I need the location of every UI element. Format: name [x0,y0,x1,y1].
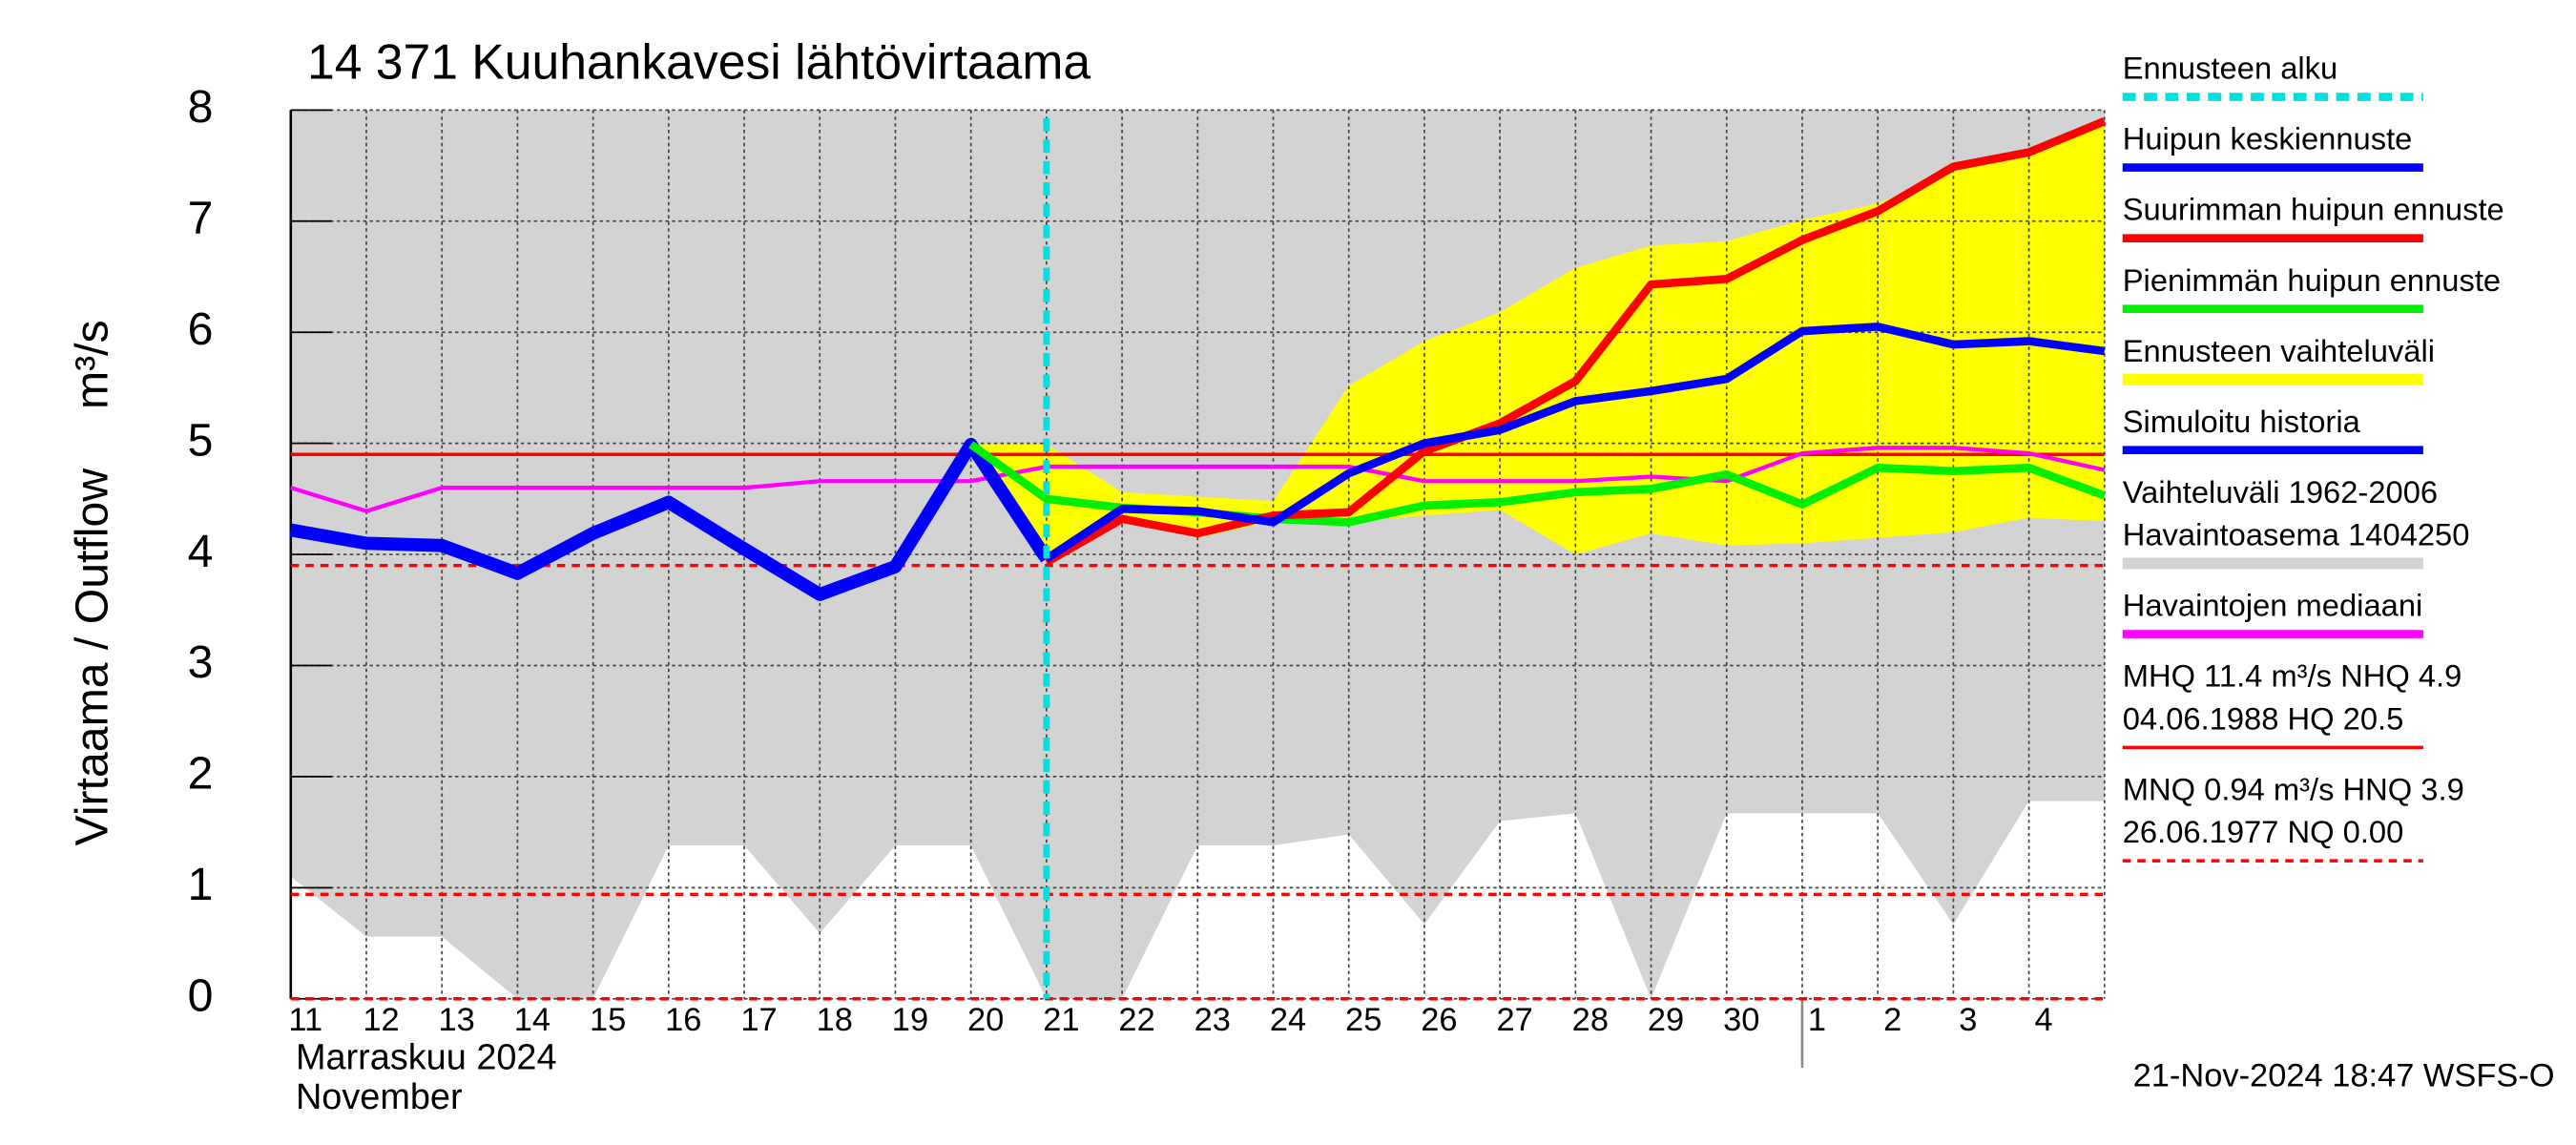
x-tick-label: 28 [1572,1002,1609,1038]
series-line [1044,323,2106,563]
y-tick-label: 2 [188,748,214,800]
x-tick-label: 12 [363,1002,399,1038]
series-line [1044,117,2107,566]
y-tick-label: 5 [188,414,214,466]
legend-label: Simuloitu historia [2123,404,2361,439]
y-axis-label: Virtaama / Outflow [67,468,118,846]
x-tick-label: 25 [1345,1002,1381,1038]
x-month-label: November [296,1077,463,1117]
legend-label: Huipun keskiennuste [2123,121,2413,156]
legend-label: MHQ 11.4 m³/s NHQ 4.9 [2123,658,2462,694]
y-tick-label: 8 [188,81,214,133]
x-tick-label: 29 [1648,1002,1684,1038]
x-tick-label: 30 [1723,1002,1759,1038]
y-tick-label: 3 [188,636,214,688]
x-tick-label: 23 [1195,1002,1231,1038]
x-tick-label: 13 [439,1002,475,1038]
y-tick-label: 7 [188,193,214,244]
legend-label: Suurimman huipun ennuste [2123,192,2504,227]
x-tick-label: 17 [740,1002,777,1038]
x-tick-label: 14 [514,1002,551,1038]
x-tick-label: 2 [1883,1002,1901,1038]
x-tick-label: 16 [665,1002,701,1038]
y-tick-label: 0 [188,970,214,1022]
x-tick-label: 20 [967,1002,1004,1038]
chart-title: 14 371 Kuuhankavesi lähtövirtaama [307,34,1091,90]
x-tick-label: 24 [1270,1002,1306,1038]
legend-label: Havaintojen mediaani [2123,588,2423,623]
x-tick-label: 22 [1118,1002,1154,1038]
timestamp: 21-Nov-2024 18:47 WSFS-O [2133,1058,2555,1094]
legend-label: Pienimmän huipun ennuste [2123,262,2501,298]
y-tick-label: 4 [188,526,214,577]
legend-label: Ennusteen vaihteluväli [2123,333,2435,368]
y-tick-label: 6 [188,303,214,355]
legend-label: 26.06.1977 NQ 0.00 [2123,814,2404,849]
x-tick-label: 11 [288,1002,322,1038]
x-tick-label: 26 [1421,1002,1457,1038]
series-line [290,446,2106,513]
x-tick-label: 27 [1496,1002,1532,1038]
x-tick-label: 4 [2035,1002,2053,1038]
legend-label: 04.06.1988 HQ 20.5 [2123,700,2404,736]
x-tick-label: 1 [1808,1002,1826,1038]
legend-label: Havaintoasema 1404250 [2123,517,2470,552]
series-line [289,437,1052,601]
x-tick-label: 19 [892,1002,928,1038]
y-axis-unit: m³/s [67,320,118,409]
y-tick-label: 1 [188,859,214,910]
x-tick-label: 3 [1959,1002,1977,1038]
legend-label: MNQ 0.94 m³/s HNQ 3.9 [2123,771,2464,806]
x-tick-label: 15 [590,1002,626,1038]
legend-label: Ennusteen alku [2123,51,2337,86]
legend-label: Vaihteluväli 1962-2006 [2123,474,2438,510]
x-tick-label: 18 [817,1002,853,1038]
x-tick-label: 21 [1043,1002,1079,1038]
x-month-label: Marraskuu 2024 [296,1037,557,1077]
